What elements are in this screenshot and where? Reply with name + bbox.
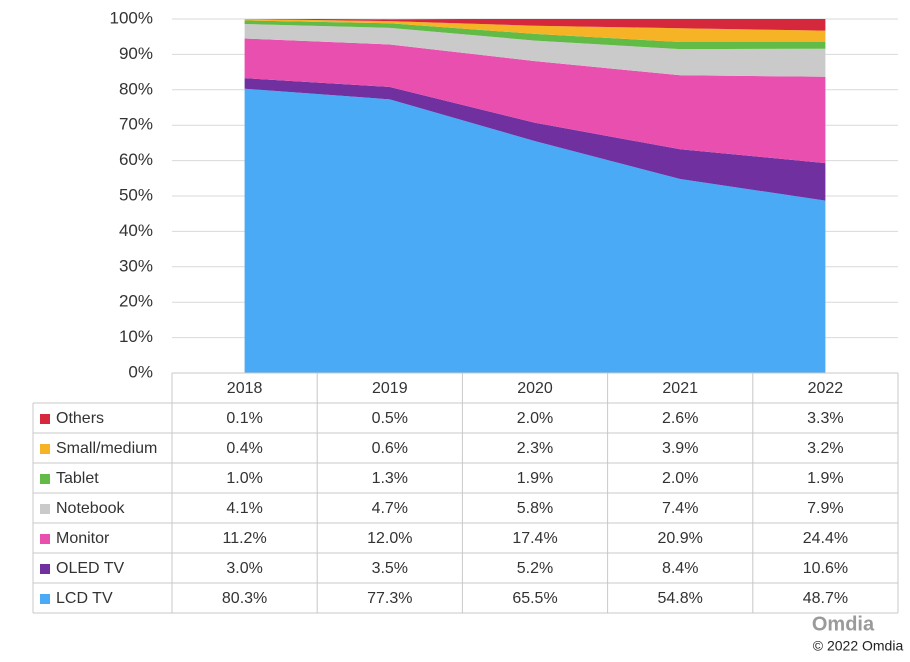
y-tick-label: 100% bbox=[110, 8, 153, 27]
table-cell: 80.3% bbox=[222, 590, 267, 607]
table-cell: 1.9% bbox=[807, 470, 843, 487]
table-cell: 4.1% bbox=[226, 500, 262, 517]
table-cell: 7.4% bbox=[662, 500, 698, 517]
y-tick-label: 20% bbox=[119, 292, 153, 311]
table-cell: 5.2% bbox=[517, 560, 553, 577]
table-cell: 12.0% bbox=[367, 530, 412, 547]
legend-label: LCD TV bbox=[56, 590, 113, 607]
table-cell: 0.4% bbox=[226, 440, 262, 457]
table-cell: 3.0% bbox=[226, 560, 262, 577]
area bbox=[244, 23, 826, 77]
y-tick-label: 80% bbox=[119, 79, 153, 98]
table-cell: 65.5% bbox=[512, 590, 557, 607]
legend-label: Monitor bbox=[56, 530, 110, 547]
table-cell: 3.2% bbox=[807, 440, 843, 457]
y-tick-label: 70% bbox=[119, 115, 153, 134]
legend-label: Small/medium bbox=[56, 440, 157, 457]
y-tick-label: 50% bbox=[119, 185, 153, 204]
table-cell: 8.4% bbox=[662, 560, 698, 577]
y-tick-label: 60% bbox=[119, 150, 153, 169]
area bbox=[244, 19, 826, 31]
x-tick-label: 2019 bbox=[372, 380, 408, 397]
legend-label: Notebook bbox=[56, 500, 125, 517]
legend-swatch bbox=[40, 594, 50, 604]
area bbox=[244, 78, 826, 201]
table-cell: 20.9% bbox=[658, 530, 703, 547]
legend-swatch bbox=[40, 444, 50, 454]
table-cell: 1.0% bbox=[226, 470, 262, 487]
x-tick-label: 2022 bbox=[808, 380, 844, 397]
table-cell: 54.8% bbox=[658, 590, 703, 607]
table-cell: 5.8% bbox=[517, 500, 553, 517]
area bbox=[244, 38, 826, 164]
table-cell: 3.5% bbox=[372, 560, 408, 577]
y-tick-label: 90% bbox=[119, 44, 153, 63]
table-cell: 0.5% bbox=[372, 410, 408, 427]
watermark: Omdia bbox=[812, 613, 875, 635]
table-cell: 0.6% bbox=[372, 440, 408, 457]
x-tick-label: 2020 bbox=[517, 380, 553, 397]
source: © 2022 Omdia bbox=[813, 638, 904, 654]
legend-swatch bbox=[40, 474, 50, 484]
table-cell: 2.0% bbox=[517, 410, 553, 427]
x-tick-label: 2021 bbox=[662, 380, 698, 397]
table-cell: 17.4% bbox=[512, 530, 557, 547]
table-cell: 1.9% bbox=[517, 470, 553, 487]
table-cell: 24.4% bbox=[803, 530, 848, 547]
areas bbox=[244, 19, 826, 373]
table-cell: 2.6% bbox=[662, 410, 698, 427]
table-cell: 77.3% bbox=[367, 590, 412, 607]
legend-label: OLED TV bbox=[56, 560, 125, 577]
table-cell: 3.3% bbox=[807, 410, 843, 427]
legend-label: Tablet bbox=[56, 470, 99, 487]
area bbox=[244, 88, 826, 373]
area bbox=[244, 20, 826, 50]
data-table: 2018 2019 2020 2021 2022 LCD TV 80.3% 77.3% 65.5… bbox=[32, 372, 899, 614]
y-tick-label: 0% bbox=[128, 362, 153, 381]
y-tick-label: 40% bbox=[119, 221, 153, 240]
y-tick-label: 10% bbox=[119, 327, 153, 346]
table-cell: 7.9% bbox=[807, 500, 843, 517]
legend-swatch bbox=[40, 504, 50, 514]
y-tick-label: 30% bbox=[119, 256, 153, 275]
table-cell: 11.2% bbox=[223, 530, 267, 547]
table-cell: 1.3% bbox=[372, 470, 408, 487]
x-tick-label: 2018 bbox=[227, 380, 263, 397]
table-cell: 2.3% bbox=[517, 440, 553, 457]
table-cell: 48.7% bbox=[803, 590, 848, 607]
table-cell: 2.0% bbox=[662, 470, 698, 487]
legend-swatch bbox=[40, 564, 50, 574]
legend-swatch bbox=[40, 414, 50, 424]
table-cell: 4.7% bbox=[372, 500, 408, 517]
area bbox=[244, 19, 826, 43]
table-cell: 3.9% bbox=[662, 440, 698, 457]
table-cell: 0.1% bbox=[226, 410, 262, 427]
table-cell: 10.6% bbox=[803, 560, 848, 577]
legend-label: Others bbox=[56, 410, 104, 427]
legend-swatch bbox=[40, 534, 50, 544]
